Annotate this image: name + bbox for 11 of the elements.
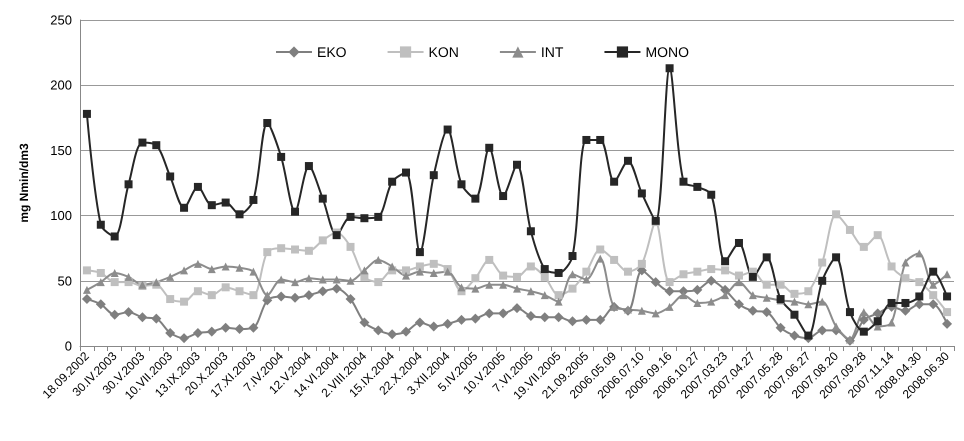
y-tick-label: 0 — [64, 338, 72, 354]
y-tick-label: 50 — [58, 273, 72, 288]
legend-label: KON — [428, 44, 459, 60]
legend-label: MONO — [645, 44, 690, 60]
y-axis-title: mg Nmin/dm3 — [17, 143, 31, 223]
y-tick-label: 200 — [50, 78, 72, 93]
legend-label: EKO — [316, 44, 347, 60]
y-tick-label: 100 — [50, 208, 72, 224]
legend-label: INT — [540, 44, 564, 60]
y-tick-label: 150 — [50, 142, 72, 158]
y-tick-label: 250 — [50, 12, 72, 28]
